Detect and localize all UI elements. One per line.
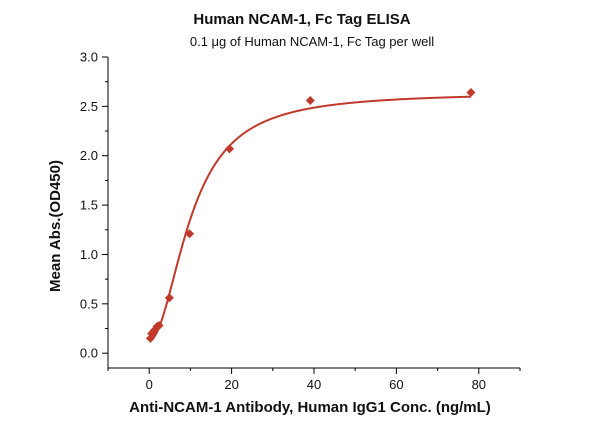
x-tick-label: 40 (307, 377, 321, 392)
y-tick-label: 1.0 (80, 247, 98, 262)
fit-curve (149, 95, 471, 342)
data-point-diamond (164, 293, 174, 303)
y-axis-label: Mean Abs.(OD450) (47, 160, 64, 292)
x-tick-label: 80 (472, 377, 486, 392)
data-point-diamond (225, 144, 235, 154)
y-tick-label: 1.5 (80, 198, 98, 213)
data-point-diamond (185, 229, 195, 239)
chart-title: Human NCAM-1, Fc Tag ELISA (193, 11, 410, 28)
data-point-diamond (154, 321, 164, 331)
x-tick-label: 0 (146, 377, 153, 392)
chart-subtitle: 0.1 μg of Human NCAM-1, Fc Tag per well (190, 34, 434, 49)
x-tick-label: 60 (389, 377, 403, 392)
y-axis-ticks: 0.0 0.5 1.0 1.5 2.0 2.5 3.0 (80, 50, 108, 361)
x-tick-label: 20 (224, 377, 238, 392)
y-tick-label: 3.0 (80, 50, 98, 65)
y-tick-label: 2.0 (80, 148, 98, 163)
x-axis-label: Anti-NCAM-1 Antibody, Human IgG1 Conc. (… (129, 399, 491, 416)
y-tick-label: 0.0 (80, 346, 98, 361)
data-points (145, 88, 476, 343)
data-point-diamond (305, 95, 315, 105)
data-point-diamond (466, 88, 476, 98)
y-tick-label: 0.5 (80, 296, 98, 311)
x-axis-ticks: 0 20 40 60 80 (107, 368, 521, 392)
y-tick-label: 2.5 (80, 99, 98, 114)
plot-area: 0 20 40 60 80 0.0 0.5 1.0 1.5 2.0 2.5 3.0 (80, 50, 521, 392)
